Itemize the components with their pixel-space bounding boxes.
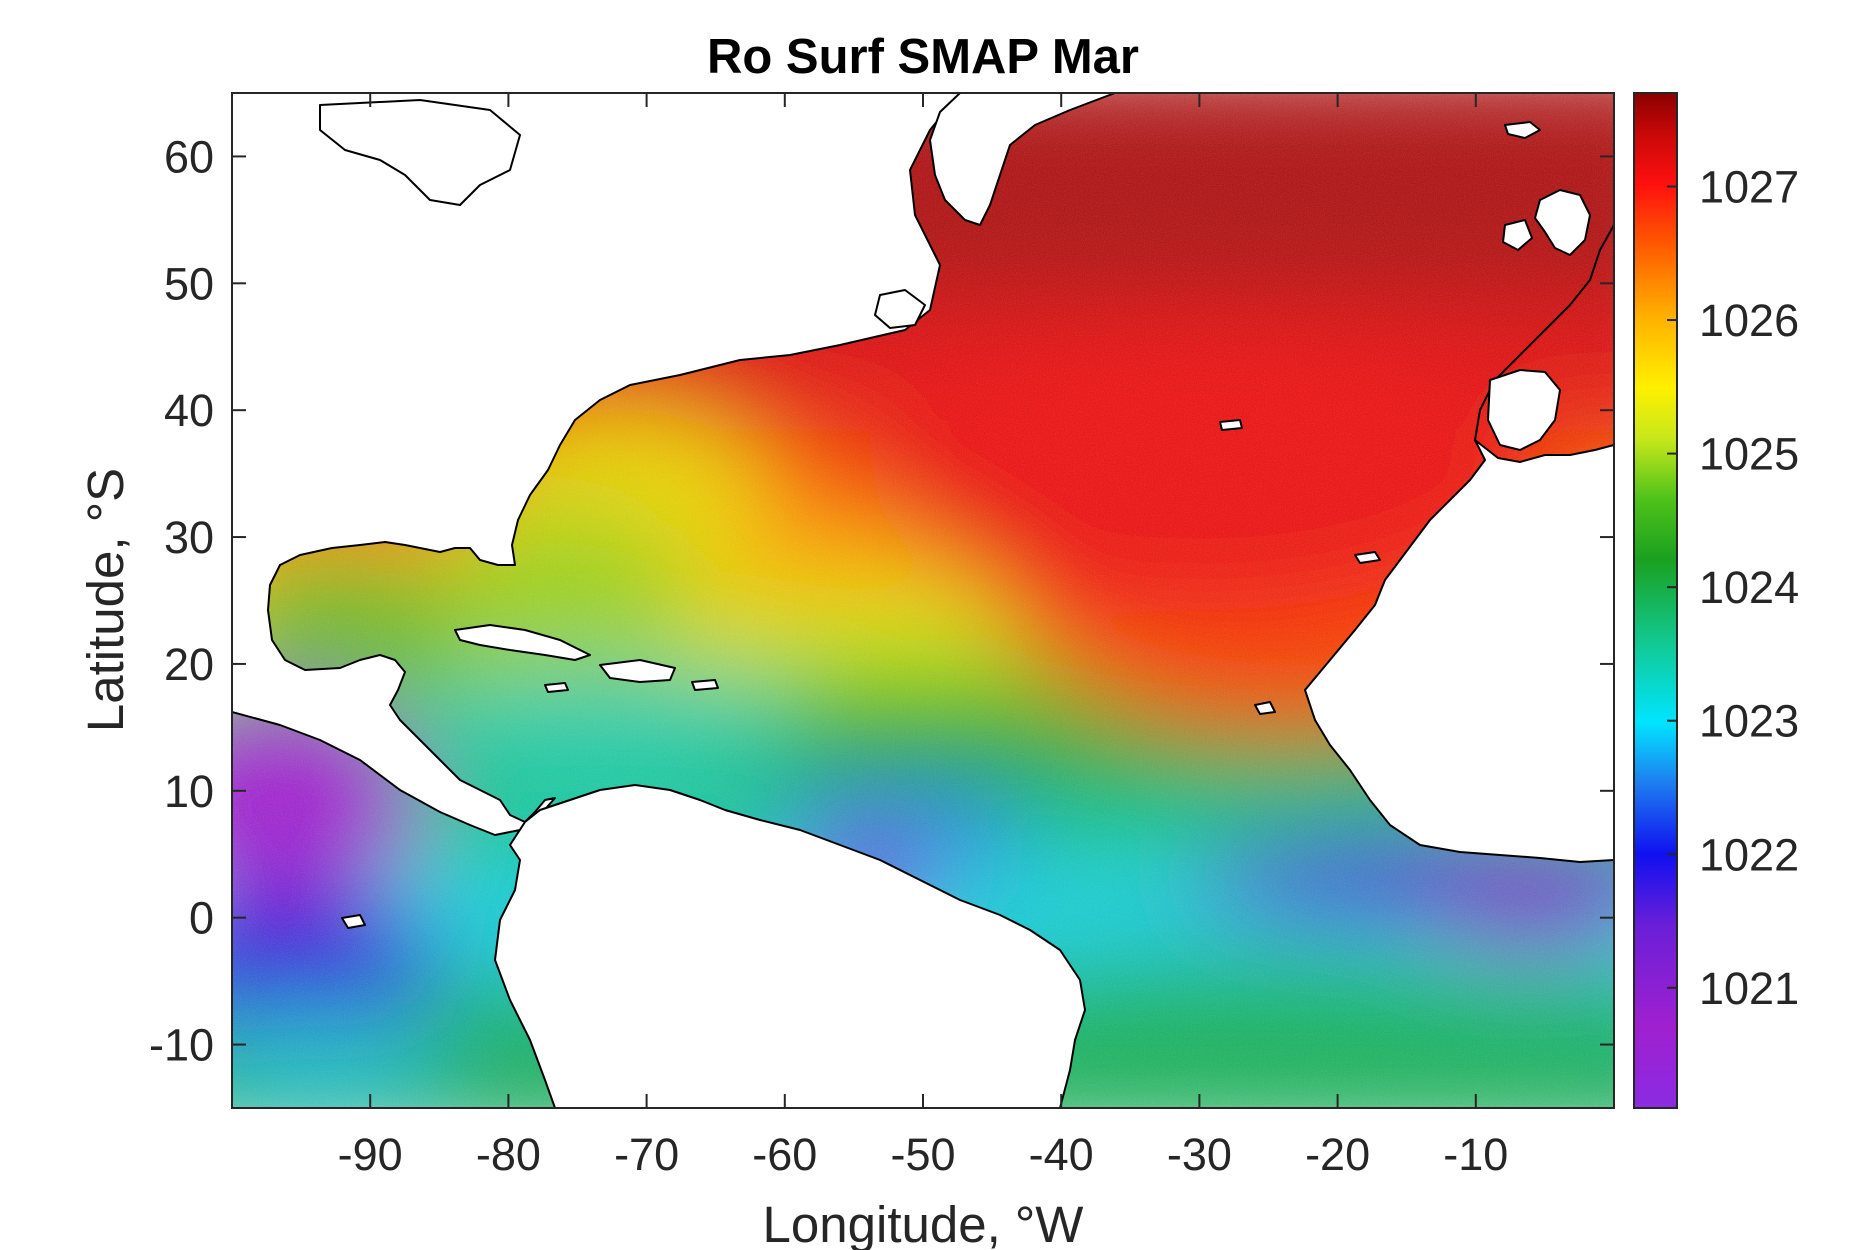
y-tick-label: 60 [164,131,214,182]
x-tick-label: -50 [890,1129,955,1180]
land-canary [1354,551,1381,564]
y-tick-label: 10 [164,766,214,817]
land-north-america [232,93,961,836]
land-ireland [1502,219,1533,251]
colorbar-tick-label: 1025 [1699,429,1799,480]
land-galapagos [341,914,366,929]
land-british-isles [1534,189,1591,256]
colorbar: 1021 1022 1023 1024 1025 1026 1027 [1633,92,1799,1109]
land-baffin [319,99,521,206]
colorbar-tick-label: 1022 [1699,829,1799,880]
y-axis-label: Latitude, °S [77,468,134,732]
colorbar-ticks: 1021 1022 1023 1024 1025 1026 1027 [1667,161,1799,1014]
land-mask [232,93,1614,1108]
density-field [232,93,1614,1108]
x-tick-label: -80 [476,1129,541,1180]
land-puerto-rico [691,679,719,691]
x-tick-label: -30 [1167,1129,1232,1180]
x-tick-label: -90 [338,1129,403,1180]
land-cuba [454,624,591,661]
land-azores [1219,419,1243,431]
land-jamaica [544,682,569,693]
colorbar-tick-label: 1026 [1699,295,1799,346]
y-tick-label: 30 [164,512,214,563]
x-tick-label: -70 [614,1129,679,1180]
x-axis-ticks: -90 -80 -70 -60 -50 -40 -30 -20 -10 [338,93,1508,1180]
x-tick-label: -60 [752,1129,817,1180]
y-tick-label: 0 [189,893,214,944]
x-tick-label: -10 [1443,1129,1508,1180]
land-newfoundland [874,289,926,329]
land-cape-verde [1254,701,1276,715]
colorbar-tick-label: 1024 [1699,562,1799,613]
land-europe-africa [1304,93,1614,863]
colorbar-tick-label: 1027 [1699,161,1799,212]
land-south-america [232,784,1086,1108]
y-tick-label: 40 [164,385,214,436]
colorbar-tick-label: 1021 [1699,963,1799,1014]
y-tick-label: -10 [149,1020,214,1071]
land-greenland [929,93,1116,226]
colorbar-tick-label: 1023 [1699,696,1799,747]
y-axis-ticks: -10 0 10 20 30 40 50 60 [149,131,1614,1071]
land-iberia [1487,369,1561,451]
land-iceland [1504,121,1541,139]
chart-title: Ro Surf SMAP Mar [707,30,1139,84]
y-tick-label: 20 [164,639,214,690]
x-tick-label: -20 [1305,1129,1370,1180]
colorbar-gradient [1633,92,1678,1109]
land-hispaniola [599,659,676,683]
y-tick-label: 50 [164,258,214,309]
x-tick-label: -40 [1029,1129,1094,1180]
x-axis-label: Longitude, °W [763,1196,1084,1250]
